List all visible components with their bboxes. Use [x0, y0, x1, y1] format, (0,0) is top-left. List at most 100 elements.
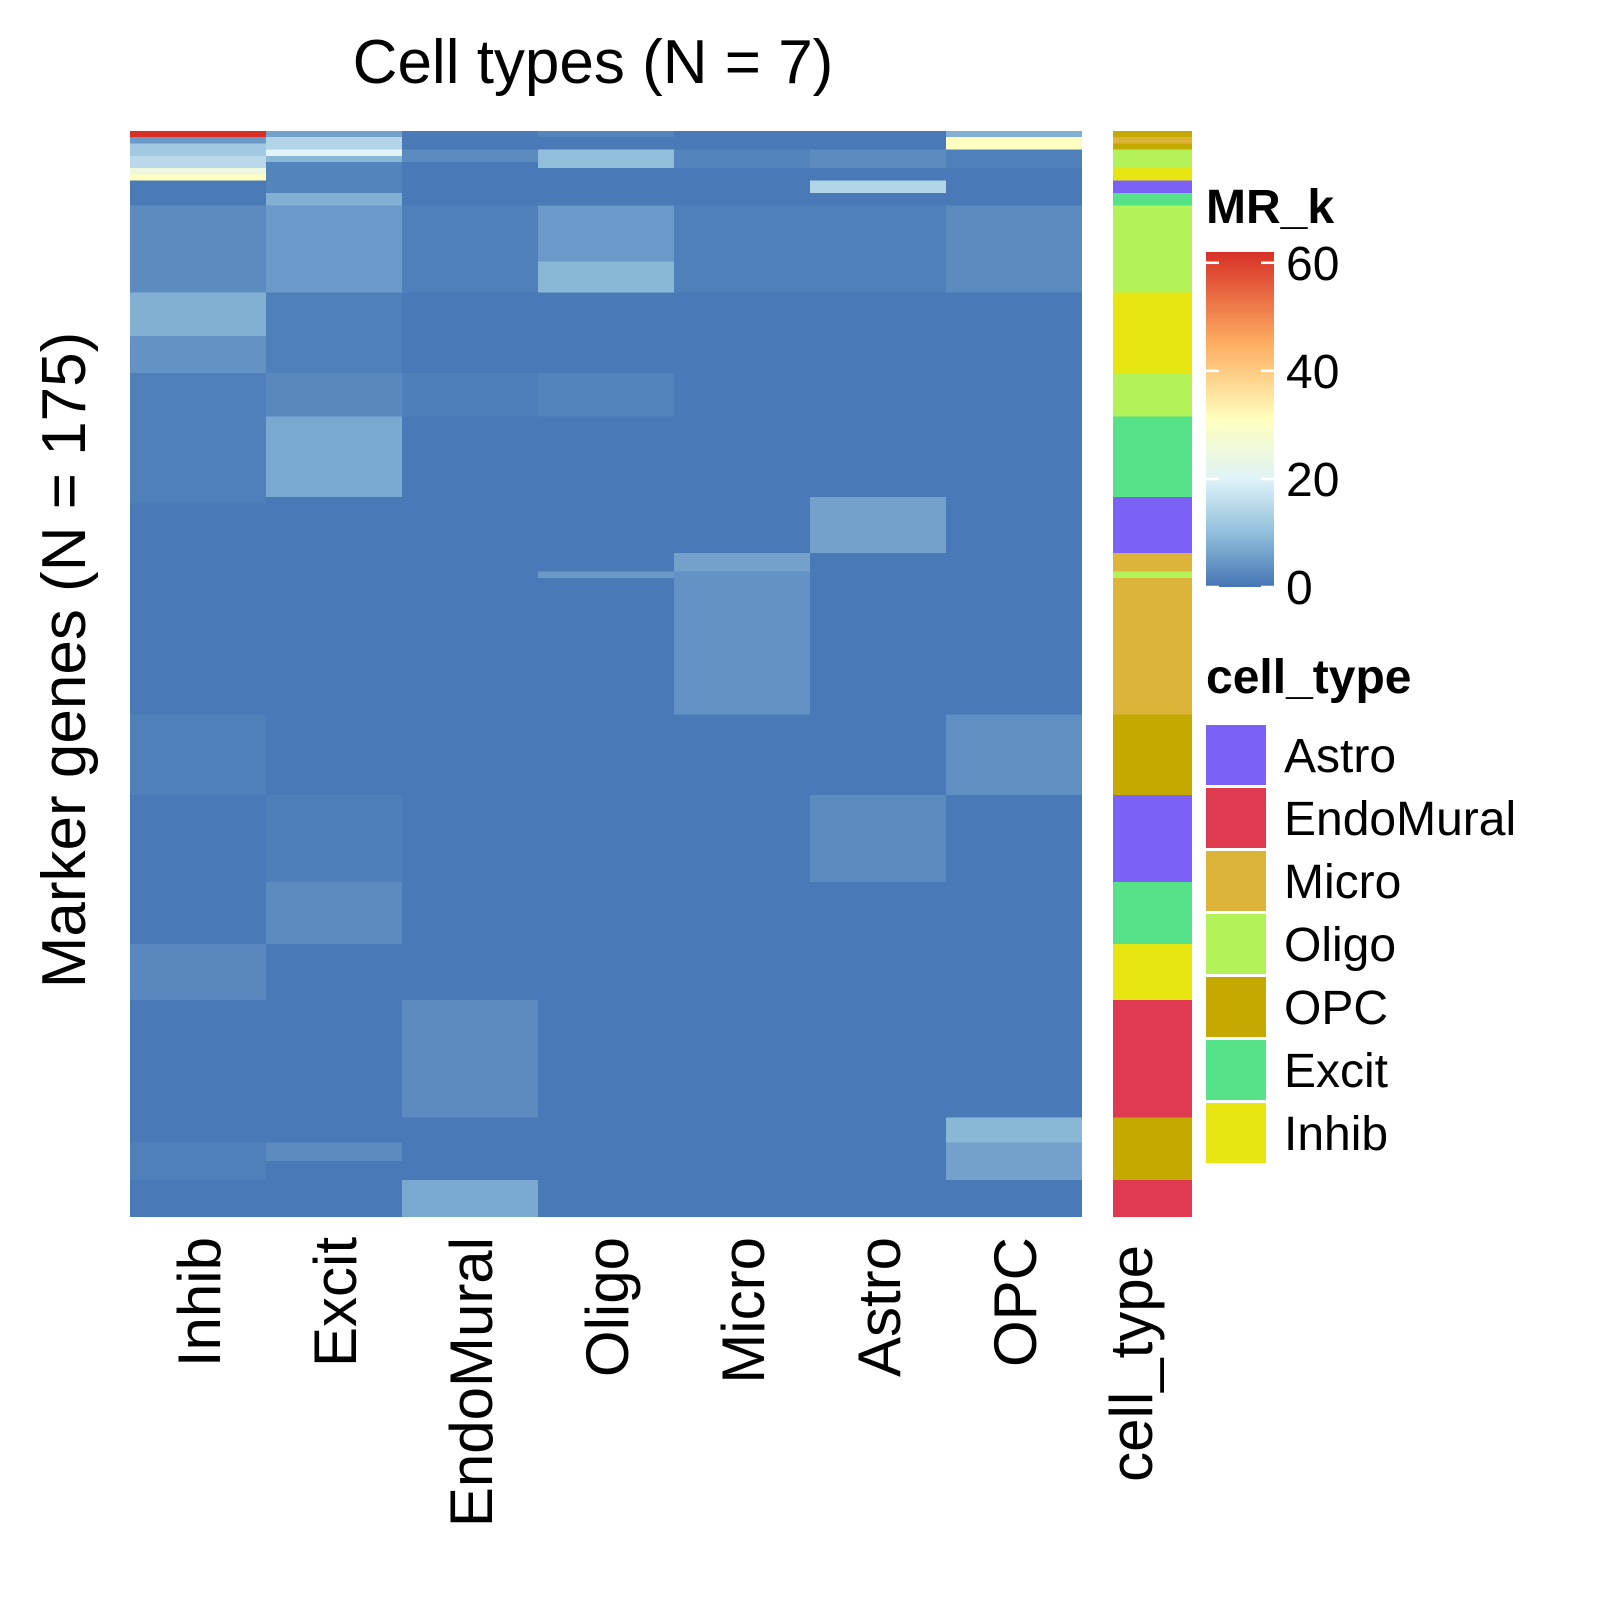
colorbar-tick-label: 20 [1286, 454, 1339, 507]
annotation-segment-oligo [1113, 149, 1192, 169]
annotation-segment-micro [1113, 577, 1192, 715]
heatmap-cell-endomural [402, 149, 538, 163]
legend-swatch-opc [1206, 977, 1266, 1037]
heatmap-cell-inhib [130, 131, 266, 138]
heatmap-cell-micro [674, 571, 810, 715]
heatmap-cell-astro [810, 795, 946, 882]
colorbar-title: MR_k [1206, 181, 1334, 234]
heatmap-cell-endomural [402, 131, 538, 138]
legend-swatch-astro [1206, 725, 1266, 785]
annotation-segment-endomural [1113, 1179, 1192, 1217]
heatmap-cell-astro [810, 149, 946, 169]
column-label-astro: Astro [846, 1237, 913, 1377]
heatmap-cell-oligo [538, 261, 674, 293]
legend-label-oligo: Oligo [1284, 919, 1396, 972]
column-label-endomural: EndoMural [438, 1237, 505, 1527]
heatmap-cell-inhib [130, 137, 266, 144]
heatmap-cell-opc [946, 149, 1082, 169]
legend-label-inhib: Inhib [1284, 1108, 1388, 1161]
heatmap-cell-excit [266, 1142, 402, 1162]
legend-swatch-micro [1206, 851, 1266, 911]
annotation-segment-opc [1113, 714, 1192, 796]
heatmap-cell-oligo [538, 131, 674, 138]
annotation-legend-title: cell_type [1206, 651, 1411, 704]
heatmap-cell-excit [266, 795, 402, 882]
heatmap-cell-excit [266, 162, 402, 194]
colorbar-ticks: 60 40 20 0 [1206, 238, 1339, 615]
annotation-segment-opc [1113, 143, 1192, 150]
heatmap-cell-micro [674, 205, 810, 293]
heatmap-cell-oligo [538, 571, 674, 578]
heatmap-cell-endomural [402, 1179, 538, 1217]
chart-title: Cell types (N = 7) [353, 28, 834, 97]
legend-label-excit: Excit [1284, 1045, 1388, 1098]
row-annotation-bar [1113, 131, 1192, 1217]
heatmap-cell-oligo [538, 373, 674, 417]
annotation-segment-inhib [1113, 292, 1192, 374]
y-axis-label: Marker genes (N = 175) [30, 332, 99, 988]
heatmap-cell-endomural [402, 999, 538, 1118]
heatmap-cell-opc [946, 205, 1082, 293]
heatmap-cell-excit [266, 149, 402, 156]
heatmap-cell-inhib [130, 714, 266, 796]
legend-label-opc: OPC [1284, 982, 1388, 1035]
heatmap-cell-endomural [402, 373, 538, 417]
heatmap-cell-excit [266, 193, 402, 206]
column-label-micro: Micro [710, 1237, 777, 1384]
heatmap-cell-inhib [130, 943, 266, 1000]
annotation-segment-endomural [1113, 999, 1192, 1118]
heatmap-cell-opc [946, 714, 1082, 796]
heatmap-cell-excit [266, 137, 402, 150]
heatmap-cell-inhib [130, 143, 266, 156]
heatmap-cell-opc [946, 131, 1082, 138]
annotation-segment-astro [1113, 180, 1192, 194]
annotation-segment-opc [1113, 1117, 1192, 1180]
heatmap-cell-inhib [130, 180, 266, 206]
heatmap-cell-excit [266, 292, 402, 374]
column-label-oligo: Oligo [574, 1237, 641, 1377]
column-label-opc: OPC [982, 1237, 1049, 1367]
legend-label-astro: Astro [1284, 730, 1396, 783]
annotation-segment-excit [1113, 193, 1192, 206]
heatmap-cell-oligo [538, 205, 674, 262]
legend-label-endomural: EndoMural [1284, 793, 1516, 846]
colorbar-tick-label: 40 [1286, 346, 1339, 399]
heatmap-cell-astro [810, 205, 946, 293]
heatmap-cell-inhib [130, 155, 266, 169]
legend-swatch-inhib [1206, 1103, 1266, 1163]
heatmap-cell-inhib [130, 292, 266, 336]
heatmap-cell-inhib [130, 168, 266, 175]
heatmap-cell-inhib [130, 373, 266, 504]
heatmap-cell-micro [674, 149, 810, 169]
annotation-segment-inhib [1113, 168, 1192, 181]
annotation-segment-oligo [1113, 571, 1192, 578]
annotation-segment-opc [1113, 131, 1192, 138]
column-label-excit: Excit [302, 1237, 369, 1367]
heatmap-cell-astro [810, 180, 946, 194]
column-label-inhib: Inhib [166, 1237, 233, 1367]
legend-swatch-oligo [1206, 914, 1266, 974]
heatmap-cell-excit [266, 881, 402, 944]
colorbar-tick-label: 0 [1286, 562, 1313, 615]
heatmap-cell-endomural [402, 205, 538, 293]
heatmap-cell-opc [946, 1117, 1082, 1143]
heatmap-cell-excit [266, 373, 402, 417]
colorbar-tick-label: 60 [1286, 238, 1339, 291]
heatmap-cell-opc [946, 137, 1082, 150]
annotation-segment-oligo [1113, 205, 1192, 293]
heatmap-cell-astro [810, 497, 946, 553]
colorbar-gradient [1206, 252, 1274, 587]
heatmap-cell-excit [266, 416, 402, 498]
heatmap-grid [130, 131, 1082, 1217]
annotation-segment-astro [1113, 497, 1192, 553]
column-labels: Inhib Excit EndoMural Oligo Micro Astro OPC [166, 1237, 1049, 1527]
annotation-column-label: cell_type [1098, 1245, 1165, 1482]
annotation-segment-oligo [1113, 373, 1192, 417]
heatmap-cell-oligo [538, 149, 674, 169]
annotation-segment-micro [1113, 137, 1192, 144]
legend-swatch-excit [1206, 1040, 1266, 1100]
heatmap-cell-inhib [130, 1142, 266, 1180]
legend-label-micro: Micro [1284, 856, 1401, 909]
heatmap-cell-opc [946, 1142, 1082, 1180]
